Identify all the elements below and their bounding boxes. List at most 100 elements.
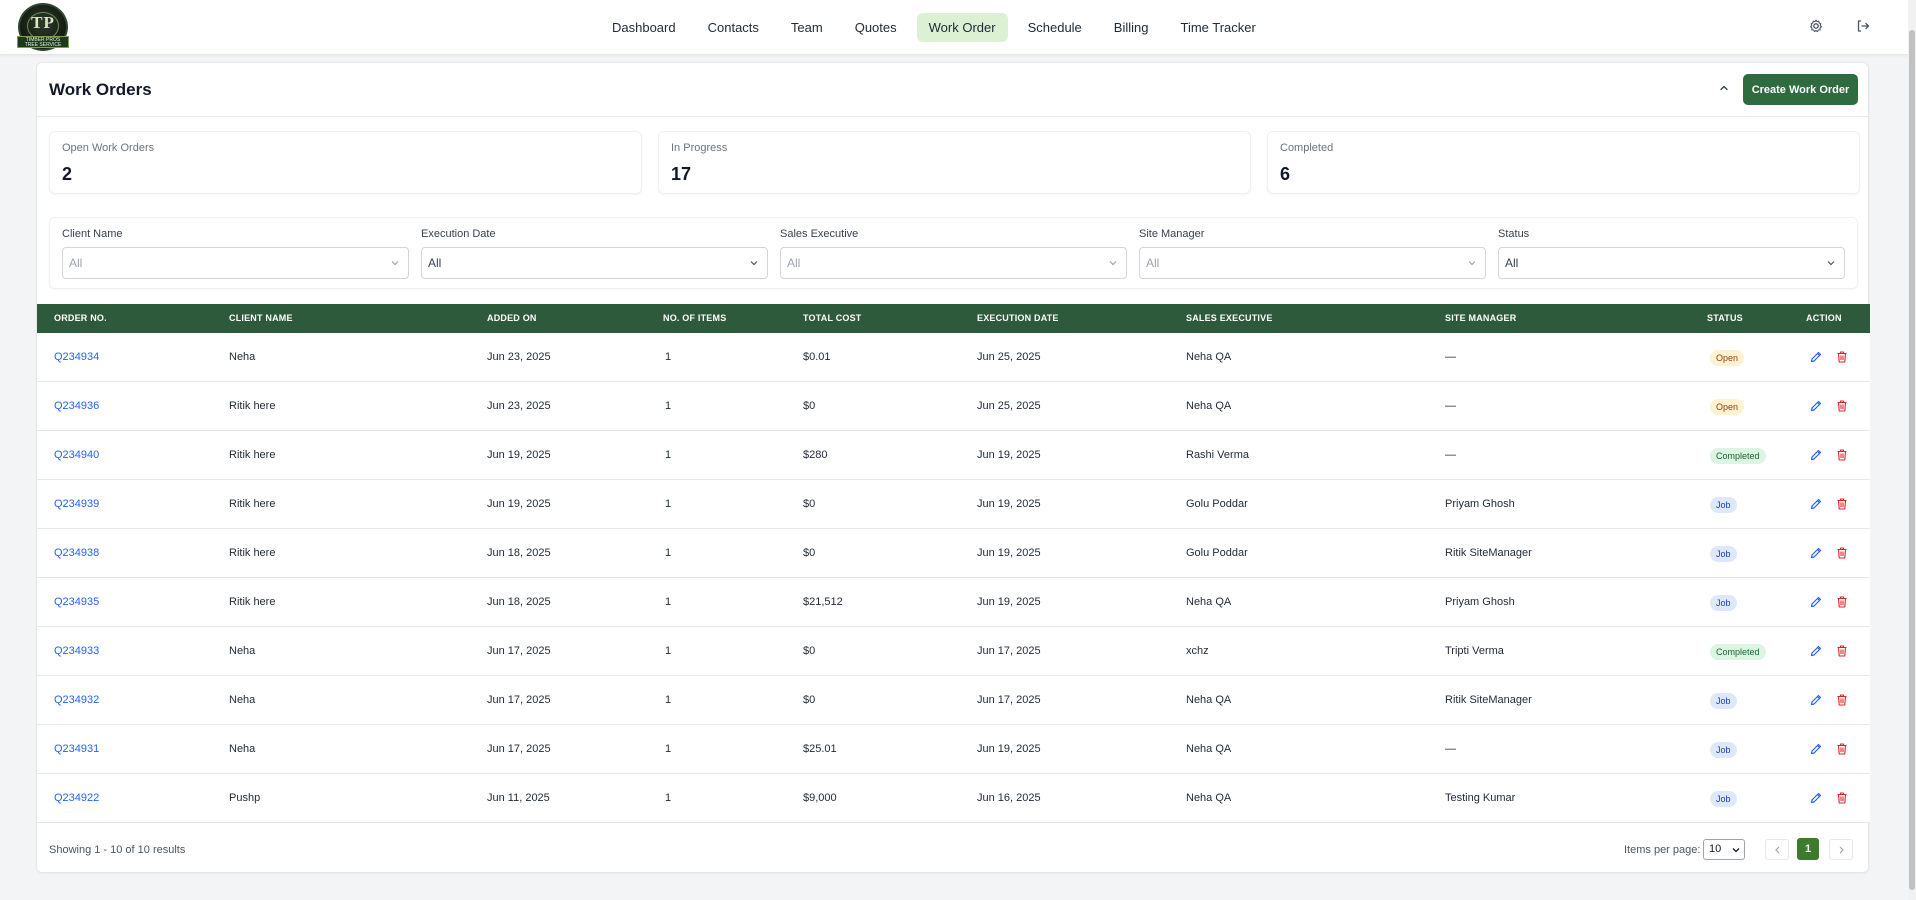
table-row[interactable]: Q234938 Ritik here Jun 18, 2025 1 $0 Jun 19, …	[37, 529, 1870, 578]
site-manager-select[interactable]: All	[1139, 247, 1486, 279]
scrollbar-thumb[interactable]	[1909, 30, 1915, 890]
column-header-action: Action	[1806, 313, 1842, 323]
order-number-link[interactable]: Q234932	[54, 694, 100, 706]
results-summary: Showing 1 - 10 of 10 results	[49, 844, 186, 856]
execution-date-select[interactable]: All	[421, 247, 768, 279]
filter-label: Status	[1498, 228, 1530, 240]
logout-icon[interactable]	[1855, 18, 1871, 34]
items-per-page-select[interactable]: 10	[1703, 839, 1745, 860]
stat-value: 6	[1280, 164, 1291, 184]
total-cost-cell: $21,512	[803, 596, 843, 608]
nav-item-quotes[interactable]: Quotes	[854, 20, 897, 35]
order-number-link[interactable]: Q234934	[54, 351, 100, 363]
column-header-site-manager[interactable]: Site Manager	[1445, 313, 1517, 323]
status-select[interactable]: All	[1498, 247, 1845, 279]
table-row[interactable]: Q234940 Ritik here Jun 19, 2025 1 $280 Jun 19…	[37, 431, 1870, 480]
logo-banner: TIMBER PROS TREE SERVICE	[17, 36, 69, 48]
table-row[interactable]: Q234932 Neha Jun 17, 2025 1 $0 Jun 17, 2025 Ne…	[37, 676, 1870, 725]
order-number-link[interactable]: Q234938	[54, 547, 100, 559]
execution-date-cell: Jun 19, 2025	[977, 547, 1041, 559]
trash-icon[interactable]	[1835, 595, 1849, 609]
trash-icon[interactable]	[1835, 546, 1849, 560]
table-row[interactable]: Q234931 Neha Jun 17, 2025 1 $25.01 Jun 19, 20…	[37, 725, 1870, 774]
nav-item-billing[interactable]: Billing	[1113, 20, 1149, 35]
filter-label: Execution Date	[421, 228, 496, 240]
client-name-select[interactable]: All	[62, 247, 409, 279]
nav-item-dashboard[interactable]: Dashboard	[612, 20, 676, 35]
nav-item-work-order[interactable]: Work Order	[916, 13, 1008, 42]
order-number-link[interactable]: Q234931	[54, 743, 100, 755]
column-header-client-name[interactable]: Client Name	[229, 313, 293, 323]
execution-date-cell: Jun 19, 2025	[977, 596, 1041, 608]
trash-icon[interactable]	[1835, 350, 1849, 364]
chevron-down-icon	[750, 261, 758, 266]
nav-item-team[interactable]: Team	[790, 20, 823, 35]
edit-icon[interactable]	[1809, 742, 1823, 756]
chevron-left-icon	[1775, 846, 1780, 854]
items-count-cell: 1	[665, 498, 672, 510]
trash-icon[interactable]	[1835, 399, 1849, 413]
stat-label: Completed	[1280, 142, 1334, 154]
create-work-order-button[interactable]: Create Work Order	[1743, 74, 1858, 105]
total-cost-cell: $0	[803, 645, 816, 657]
table-row[interactable]: Q234939 Ritik here Jun 19, 2025 1 $0 Jun 19, …	[37, 480, 1870, 529]
order-number-link[interactable]: Q234922	[54, 792, 100, 804]
card-header: Work Orders Create Work Order	[37, 63, 1868, 117]
main-nav: Dashboard Contacts Team Quotes Work Orde…	[600, 13, 1268, 42]
trash-icon[interactable]	[1835, 791, 1849, 805]
edit-icon[interactable]	[1809, 448, 1823, 462]
trash-icon[interactable]	[1835, 693, 1849, 707]
edit-icon[interactable]	[1809, 546, 1823, 560]
table-row[interactable]: Q234934 Neha Jun 23, 2025 1 $0.01 Jun 25, 202…	[37, 333, 1870, 382]
edit-icon[interactable]	[1809, 791, 1823, 805]
table-row[interactable]: Q234933 Neha Jun 17, 2025 1 $0 Jun 17, 2025 xc…	[37, 627, 1870, 676]
column-header-execution-date[interactable]: Execution Date	[977, 313, 1059, 323]
trash-icon[interactable]	[1835, 497, 1849, 511]
nav-item-time-tracker[interactable]: Time Tracker	[1180, 20, 1256, 35]
gear-icon[interactable]	[1808, 18, 1824, 34]
status-badge: Job	[1710, 742, 1737, 758]
order-number-link[interactable]: Q234940	[54, 449, 100, 461]
column-header-sales-executive[interactable]: Sales Executive	[1186, 313, 1273, 323]
edit-icon[interactable]	[1809, 693, 1823, 707]
order-number-link[interactable]: Q234933	[54, 645, 100, 657]
column-header-order-no[interactable]: Order No.	[54, 313, 107, 323]
edit-icon[interactable]	[1809, 497, 1823, 511]
filter-sales-executive: Sales Executive All	[780, 228, 1127, 279]
table-row[interactable]: Q234922 Pushp Jun 11, 2025 1 $9,000 Jun 16, 2…	[37, 774, 1870, 823]
column-header-total-cost[interactable]: Total Cost	[803, 313, 862, 323]
column-header-no-of-items[interactable]: No. of Items	[663, 313, 727, 323]
company-logo[interactable]: TP TIMBER PROS TREE SERVICE	[17, 3, 69, 51]
items-count-cell: 1	[665, 694, 672, 706]
execution-date-cell: Jun 16, 2025	[977, 792, 1041, 804]
column-header-status[interactable]: Status	[1707, 313, 1743, 323]
trash-icon[interactable]	[1835, 448, 1849, 462]
column-header-added-on[interactable]: Added On	[487, 313, 537, 323]
items-per-page-value: 10	[1709, 843, 1722, 855]
total-cost-cell: $0	[803, 694, 816, 706]
order-number-link[interactable]: Q234935	[54, 596, 100, 608]
added-on-cell: Jun 19, 2025	[487, 449, 551, 461]
status-badge: Job	[1710, 546, 1737, 562]
trash-icon[interactable]	[1835, 644, 1849, 658]
edit-icon[interactable]	[1809, 350, 1823, 364]
page-scrollbar[interactable]	[1908, 0, 1916, 900]
nav-item-schedule[interactable]: Schedule	[1027, 20, 1082, 35]
next-page-button[interactable]	[1829, 839, 1853, 860]
table-row[interactable]: Q234936 Ritik here Jun 23, 2025 1 $0 Jun 25, …	[37, 382, 1870, 431]
order-number-link[interactable]: Q234936	[54, 400, 100, 412]
edit-icon[interactable]	[1809, 595, 1823, 609]
previous-page-button[interactable]	[1765, 839, 1789, 860]
edit-icon[interactable]	[1809, 399, 1823, 413]
edit-icon[interactable]	[1809, 644, 1823, 658]
chevron-up-icon[interactable]	[1717, 81, 1731, 95]
execution-date-cell: Jun 25, 2025	[977, 351, 1041, 363]
table-row[interactable]: Q234935 Ritik here Jun 18, 2025 1 $21,512 Jun…	[37, 578, 1870, 627]
total-cost-cell: $0.01	[803, 351, 831, 363]
total-cost-cell: $0	[803, 498, 816, 510]
order-number-link[interactable]: Q234939	[54, 498, 100, 510]
sales-executive-select[interactable]: All	[780, 247, 1127, 279]
trash-icon[interactable]	[1835, 742, 1849, 756]
nav-item-contacts[interactable]: Contacts	[707, 20, 759, 35]
page-number-current[interactable]: 1	[1797, 838, 1819, 860]
